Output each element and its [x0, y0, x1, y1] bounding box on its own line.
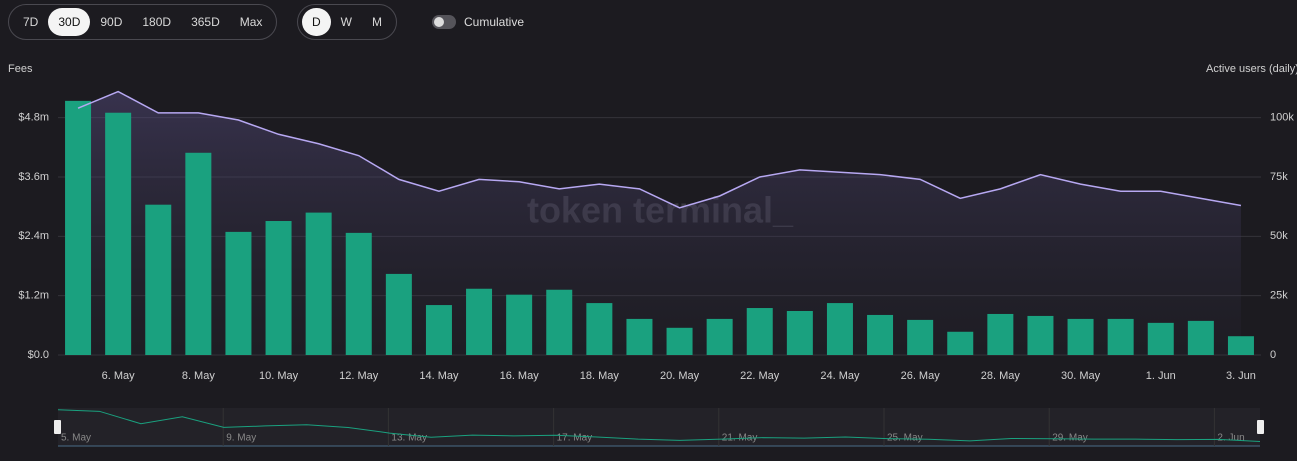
bar [546, 289, 573, 355]
y-tick-label: $4.8m [18, 112, 49, 124]
bar [185, 152, 212, 355]
bar [746, 308, 773, 355]
y-tick-label: $3.6m [18, 171, 49, 183]
y2-axis-title: Active users (daily) [1206, 63, 1297, 75]
navigator-label: 5. May [61, 433, 91, 444]
y-tick-label: $0.0 [28, 349, 49, 361]
y2-tick-label: 100k [1270, 112, 1294, 124]
bar [345, 232, 372, 355]
bar [145, 204, 172, 355]
y2-tick-label: 25k [1270, 290, 1288, 302]
x-tick-label: 1. Jun [1146, 370, 1176, 382]
option-button[interactable]: M [372, 15, 382, 29]
option-button[interactable]: 365D [191, 15, 220, 29]
x-tick-label: 22. May [740, 370, 780, 382]
navigator-label: 2. Jun [1217, 433, 1244, 444]
option-button[interactable]: D [302, 8, 331, 36]
x-tick-label: 3. Jun [1226, 370, 1256, 382]
bar [626, 318, 653, 355]
toggle-label: Cumulative [464, 15, 525, 29]
option-button[interactable]: Max [239, 15, 263, 29]
bar [425, 305, 452, 355]
x-tick-label: 10. May [259, 370, 299, 382]
y-tick-label: $1.2m [18, 290, 49, 302]
bar [105, 112, 132, 355]
navigator-line [57, 409, 1261, 442]
option-button[interactable]: 30D [48, 8, 91, 36]
x-tick-label: 16. May [500, 370, 540, 382]
bar [706, 318, 733, 355]
x-tick-label: 14. May [419, 370, 459, 382]
bar [1227, 336, 1254, 355]
x-tick-label: 28. May [981, 370, 1021, 382]
navigator-label: 25. May [887, 433, 923, 444]
bar [586, 303, 613, 355]
bar [867, 314, 894, 355]
x-tick-label: 6. May [102, 370, 136, 382]
x-tick-label: 30. May [1061, 370, 1101, 382]
navigator-label: 9. May [226, 433, 256, 444]
bar [385, 273, 412, 355]
bar [1107, 318, 1134, 355]
y2-tick-label: 75k [1270, 171, 1288, 183]
x-tick-label: 20. May [660, 370, 700, 382]
bar [305, 212, 332, 355]
x-tick-label: 8. May [182, 370, 216, 382]
navigator-handle[interactable] [54, 420, 61, 434]
option-button[interactable]: 90D [100, 15, 123, 29]
bar [1147, 322, 1174, 355]
bar [1027, 315, 1054, 355]
x-tick-label: 26. May [901, 370, 941, 382]
x-tick-label: 12. May [339, 370, 379, 382]
navigator-label: 13. May [391, 433, 427, 444]
navigator-handle[interactable] [1257, 420, 1264, 434]
bar [666, 327, 693, 355]
bar [265, 221, 292, 355]
bar [506, 294, 533, 355]
bar [225, 231, 252, 355]
area-fill [78, 91, 1241, 355]
bar [1187, 320, 1214, 355]
y2-tick-label: 50k [1270, 230, 1288, 242]
option-button[interactable]: W [340, 15, 352, 29]
navigator-label: 17. May [557, 433, 593, 444]
bar [1067, 318, 1094, 355]
cumulative-toggle[interactable] [432, 15, 456, 29]
bar [947, 331, 974, 355]
y-tick-label: $2.4m [18, 230, 49, 242]
y2-tick-label: 0 [1270, 349, 1276, 361]
y-axis-title: Fees [8, 63, 33, 75]
option-button[interactable]: 7D [23, 15, 39, 29]
navigator-label: 29. May [1052, 433, 1088, 444]
range-selector: 7D 30D 90D 180D 365D Max [8, 4, 278, 40]
x-tick-label: 24. May [820, 370, 860, 382]
option-button[interactable]: 180D [142, 15, 172, 29]
bar [826, 303, 853, 355]
bar [466, 288, 493, 355]
bar [786, 310, 813, 355]
bar [907, 319, 934, 355]
x-tick-label: 18. May [580, 370, 620, 382]
bar [987, 313, 1014, 355]
bar [65, 100, 92, 355]
line [77, 90, 1242, 209]
